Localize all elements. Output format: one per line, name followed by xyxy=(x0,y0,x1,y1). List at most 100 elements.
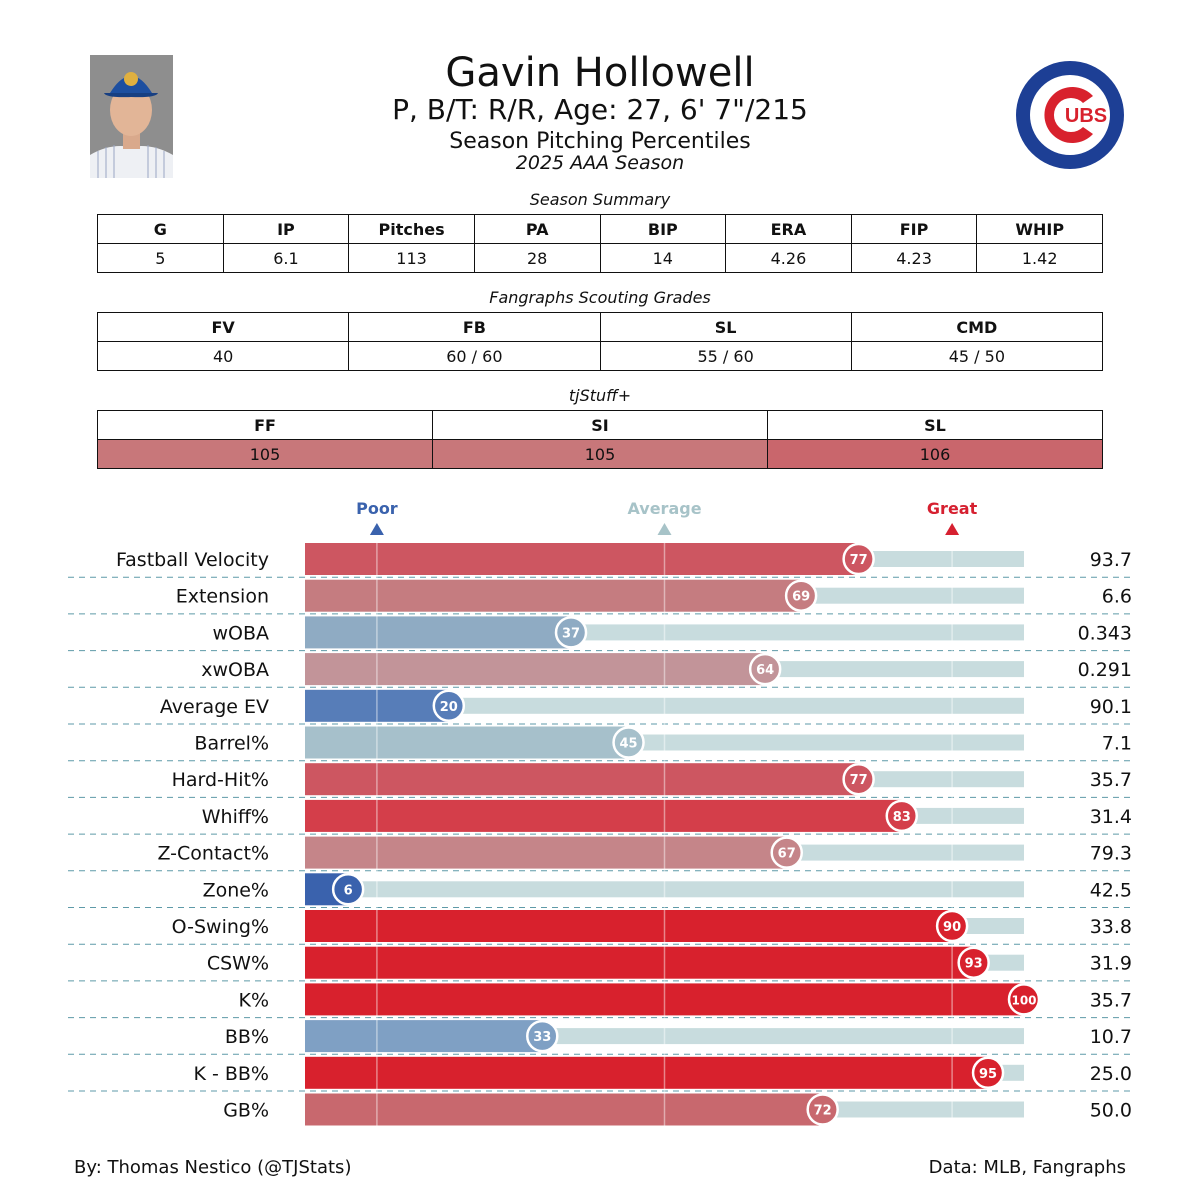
bar xyxy=(305,543,859,575)
stuff-header-si: SI xyxy=(432,410,768,440)
category-label: Average EV xyxy=(160,696,269,718)
category-label: Z-Contact% xyxy=(157,843,269,865)
stuff-value-si: 105 xyxy=(432,439,768,469)
summary-header-bip: BIP xyxy=(599,214,727,244)
tjstuff-caption: tjStuff+ xyxy=(568,386,632,405)
summary-value-pitches: 113 xyxy=(348,243,475,273)
percentile-marker xyxy=(935,909,969,943)
percentile-chart: Poor Average Great Fastball Velocity 93.7 Ext… xyxy=(68,499,1132,1128)
stat-value: 79.3 xyxy=(1090,843,1132,865)
stat-value: 90.1 xyxy=(1090,696,1132,718)
percentile-label: 67 xyxy=(778,847,796,862)
percentile-label: 90 xyxy=(943,920,961,935)
stat-value: 35.7 xyxy=(1090,769,1132,791)
stat-value: 35.7 xyxy=(1090,989,1132,1011)
category-label: Whiff% xyxy=(202,806,269,828)
stat-value: 7.1 xyxy=(1102,733,1132,755)
bar xyxy=(305,836,787,869)
footer-credit: By: Thomas Nestico (@TJStats) xyxy=(74,1157,352,1178)
category-label: wOBA xyxy=(212,622,269,644)
stuff-value-sl: 106 xyxy=(767,439,1103,469)
bar xyxy=(305,616,572,649)
bar-track xyxy=(305,697,1024,714)
season-summary-table: G IP Pitches PA BIP ERA FIP WHIP 5 6.1 1… xyxy=(97,214,1103,273)
bar xyxy=(305,1020,543,1053)
percentile-label: 64 xyxy=(756,663,774,678)
percentile-label: 72 xyxy=(814,1104,832,1119)
scouting-value-fv: 40 xyxy=(96,341,350,371)
percentile-label: 93 xyxy=(965,957,983,972)
stat-value: 6.6 xyxy=(1102,586,1132,608)
reference-label-poor: Poor xyxy=(356,499,398,518)
percentile-marker xyxy=(331,873,365,906)
stat-value: 33.8 xyxy=(1090,916,1132,938)
scouting-header-fb: FB xyxy=(348,312,601,342)
summary-value-bip: 14 xyxy=(599,243,727,273)
summary-header-era: ERA xyxy=(725,214,852,244)
reference-marker-poor xyxy=(369,523,384,535)
bar xyxy=(305,726,629,759)
stuff-header-sl: SL xyxy=(767,410,1103,440)
stat-value: 93.7 xyxy=(1090,549,1132,571)
bar xyxy=(305,763,859,796)
reference-marker-great xyxy=(945,523,960,535)
bar xyxy=(305,689,449,722)
percentile-label: 20 xyxy=(440,700,458,715)
bar xyxy=(305,653,766,686)
bar xyxy=(305,799,902,832)
svg-text:UBS: UBS xyxy=(1065,105,1107,127)
bar xyxy=(305,910,953,942)
team-logo: UBS xyxy=(1016,61,1124,169)
player-bio: P, B/T: R/R, Age: 27, 6' 7"/215 xyxy=(392,93,808,126)
scouting-value-cmd: 45 / 50 xyxy=(850,341,1104,371)
stuff-value-ff: 105 xyxy=(97,439,433,469)
stat-value: 0.343 xyxy=(1078,622,1132,644)
category-label: Extension xyxy=(176,586,269,608)
percentile-marker xyxy=(526,1019,559,1053)
tjstuff-table: FF SI SL 105 105 106 xyxy=(97,410,1103,469)
scouting-grades-caption: Fangraphs Scouting Grades xyxy=(489,288,711,307)
bar xyxy=(305,946,974,979)
season-summary-caption: Season Summary xyxy=(529,190,671,209)
percentile-marker xyxy=(885,799,919,833)
category-label: BB% xyxy=(225,1026,269,1048)
category-label: xwOBA xyxy=(201,659,269,681)
summary-header-pitches: Pitches xyxy=(348,214,475,244)
stat-value: 25.0 xyxy=(1090,1063,1132,1085)
percentile-marker xyxy=(432,689,466,723)
player-headshot xyxy=(90,55,173,178)
summary-header-ip: IP xyxy=(222,214,350,244)
bar xyxy=(305,579,802,612)
summary-value-pa: 28 xyxy=(473,243,601,273)
percentile-marker xyxy=(784,579,818,612)
percentile-marker xyxy=(842,762,875,796)
percentile-marker xyxy=(554,616,588,649)
percentile-label: 100 xyxy=(1011,993,1036,1007)
scouting-header-cmd: CMD xyxy=(850,312,1104,342)
stat-value: 50.0 xyxy=(1090,1100,1132,1122)
stuff-header-ff: FF xyxy=(97,410,433,440)
category-label: O-Swing% xyxy=(172,916,269,938)
summary-value-fip: 4.23 xyxy=(850,243,978,273)
summary-header-pa: PA xyxy=(473,214,601,244)
stat-value: 10.7 xyxy=(1090,1026,1132,1048)
bar xyxy=(305,1056,989,1089)
reference-label-great: Great xyxy=(927,499,978,518)
category-label: K% xyxy=(238,989,269,1011)
category-label: Zone% xyxy=(203,879,269,901)
percentile-marker xyxy=(957,946,990,979)
summary-header-fip: FIP xyxy=(850,214,978,244)
category-label: Fastball Velocity xyxy=(116,549,269,571)
summary-value-ip: 6.1 xyxy=(222,243,350,273)
summary-header-g: G xyxy=(97,214,224,244)
chart-subtitle: Season Pitching Percentiles xyxy=(449,129,751,154)
scouting-header-sl: SL xyxy=(599,312,852,342)
percentile-marker xyxy=(842,542,875,576)
footer-source: Data: MLB, Fangraphs xyxy=(928,1157,1126,1178)
summary-value-era: 4.26 xyxy=(725,243,852,273)
percentile-label: 77 xyxy=(850,773,868,788)
reference-marker-average xyxy=(657,523,672,535)
bar-track xyxy=(305,881,1024,898)
scouting-value-fb: 60 / 60 xyxy=(348,341,601,371)
percentile-marker xyxy=(971,1056,1005,1090)
